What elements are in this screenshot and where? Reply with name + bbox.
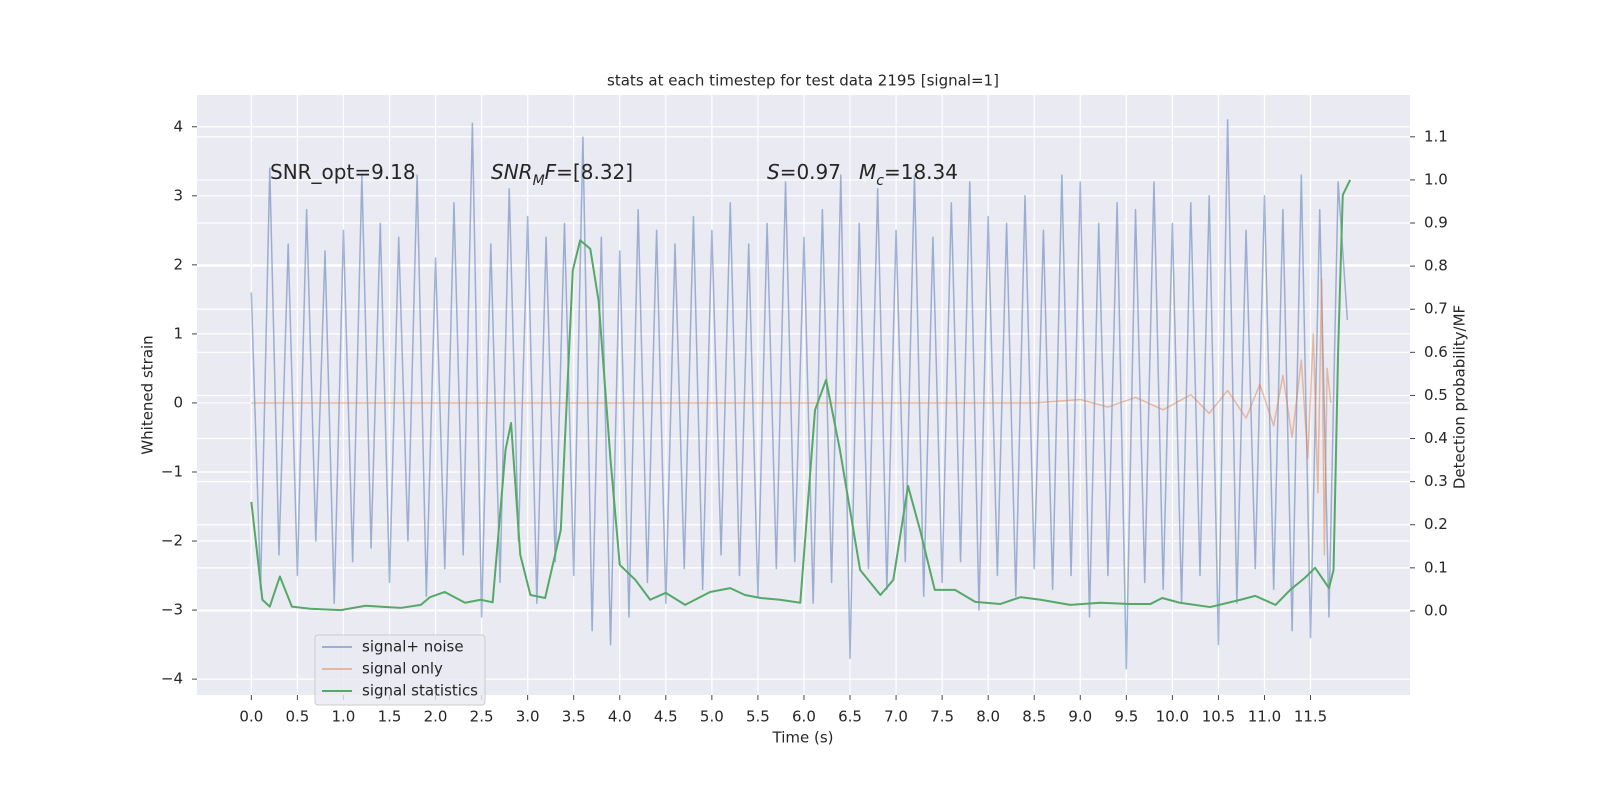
x-axis-label: Time (s) <box>772 729 834 747</box>
x-tick-label: 0.5 <box>285 708 309 726</box>
x-tick-label: 5.5 <box>746 708 770 726</box>
legend-label: signal+ noise <box>362 638 464 656</box>
series-line <box>251 277 1332 556</box>
x-tick-label: 6.5 <box>838 708 862 726</box>
y2-tick-label: 0.2 <box>1424 515 1448 533</box>
x-tick-label: 11.0 <box>1248 708 1281 726</box>
y2-tick-label: 0.7 <box>1424 300 1448 318</box>
annotation: Mc=18.34 <box>859 160 958 190</box>
x-tick-label: 10.5 <box>1202 708 1235 726</box>
x-tick-label: 1.5 <box>378 708 402 726</box>
y2-tick-label: 1.0 <box>1424 170 1448 188</box>
marks <box>250 119 1352 670</box>
series-line <box>250 119 1349 670</box>
annotation-part: =[8.32] <box>556 160 633 184</box>
y2-tick-label: 0.4 <box>1424 429 1448 447</box>
y-tick-label: 4 <box>173 117 183 135</box>
x-tick-label: 3.5 <box>562 708 586 726</box>
y-tick-label: −4 <box>161 670 183 688</box>
x-tick-label: 7.5 <box>930 708 954 726</box>
y-tick-label: 0 <box>173 393 183 411</box>
x-tick-label: 2.0 <box>424 708 448 726</box>
y-tick-label: 3 <box>173 186 183 204</box>
x-tick-label: 8.5 <box>1022 708 1046 726</box>
y-axis-label: Whitened strain <box>139 335 157 454</box>
annotation-part: M <box>859 160 876 184</box>
legend-label: signal only <box>362 660 443 678</box>
annotation: SNR_opt=9.18 <box>270 160 416 184</box>
x-tick-label: 9.5 <box>1114 708 1138 726</box>
annotation-part: S <box>767 160 780 184</box>
x-tick-label: 5.0 <box>700 708 724 726</box>
y2-axis-label: Detection probability/MF <box>1451 305 1469 489</box>
y-tick-label: 1 <box>173 324 183 342</box>
x-tick-label: 4.5 <box>654 708 678 726</box>
x-tick-label: 10.0 <box>1156 708 1189 726</box>
annotation-part: M <box>533 173 545 189</box>
annotation: S=0.97 <box>767 160 841 184</box>
legend-label: signal statistics <box>362 682 478 700</box>
x-tick-label: 4.0 <box>608 708 632 726</box>
x-tick-label: 3.0 <box>516 708 540 726</box>
y-tick-label: −3 <box>161 601 183 619</box>
legend-box <box>314 634 486 706</box>
y2-tick-label: 1.1 <box>1424 127 1448 145</box>
y2-tick-label: 0.8 <box>1424 257 1448 275</box>
annotation-part: =18.34 <box>884 160 958 184</box>
annotation-part: F <box>545 160 557 184</box>
y2-tick-label: 0.1 <box>1424 558 1448 576</box>
y2-tick-label: 0.9 <box>1424 214 1448 232</box>
series-line <box>250 179 1352 612</box>
labels: 0.0 0.5 1.0 1.5 2.0 2.5 3.0 3.5 4.0 4.5 5.0 5.5 6.0 6… <box>161 117 1448 725</box>
y2-tick-label: 0.5 <box>1424 386 1448 404</box>
x-tick-label: 9.0 <box>1068 708 1092 726</box>
annotation-part: =0.97 <box>780 160 841 184</box>
x-tick-label: 2.5 <box>470 708 494 726</box>
y-tick-label: −2 <box>161 532 183 550</box>
x-tick-label: 11.5 <box>1294 708 1327 726</box>
y2-tick-label: 0.0 <box>1424 601 1448 619</box>
y-tick-label: 2 <box>173 255 183 273</box>
annotation-part: c <box>876 173 884 189</box>
x-tick-label: 8.0 <box>976 708 1000 726</box>
annotation-part: SNR_opt=9.18 <box>270 160 416 184</box>
annotation: SNRMF=[8.32] <box>491 160 633 190</box>
y2-tick-label: 0.3 <box>1424 472 1448 490</box>
x-tick-label: 0.0 <box>239 708 263 726</box>
x-tick-label: 1.0 <box>332 708 356 726</box>
y-tick-label: −1 <box>161 462 183 480</box>
x-tick-label: 6.0 <box>792 708 816 726</box>
chart-title: stats at each timestep for test data 219… <box>607 72 999 90</box>
y2-tick-label: 0.6 <box>1424 343 1448 361</box>
annotation-part: SNR <box>491 160 533 184</box>
x-tick-label: 7.0 <box>884 708 908 726</box>
